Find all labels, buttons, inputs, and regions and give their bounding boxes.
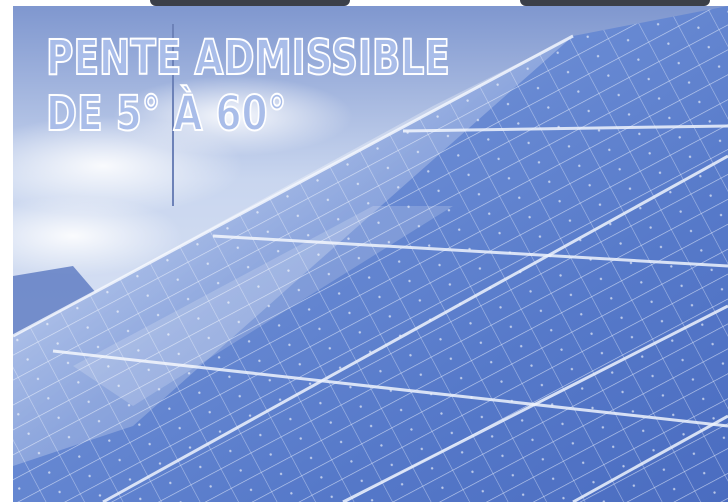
panel-glare	[13, 36, 573, 466]
headline-line-1: PENTE ADMISSIBLE	[45, 29, 450, 87]
headline: PENTE ADMISSIBLE DE 5° À 60°	[45, 29, 450, 143]
panel-glare	[73, 206, 453, 406]
top-dark-object	[520, 0, 710, 6]
top-border	[0, 0, 728, 6]
left-border	[0, 0, 13, 502]
top-dark-object	[150, 0, 350, 6]
headline-line-2: DE 5° À 60°	[45, 85, 287, 143]
cloud	[13, 196, 183, 276]
solar-panel-photo	[13, 6, 728, 502]
solar-panel-illustration	[13, 6, 728, 502]
